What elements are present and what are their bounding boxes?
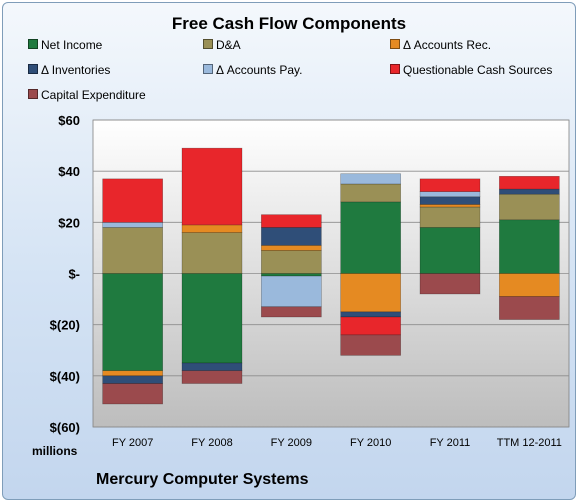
y-tick-label: $(40)	[50, 369, 80, 384]
bar-segment-net-income-fy-2010	[340, 201, 401, 274]
bar-segment-danda-ttm-12-2011	[499, 193, 560, 221]
legend-swatch	[28, 89, 38, 99]
y-tick-label: $(20)	[50, 318, 80, 333]
y-tick-label: $40	[58, 164, 80, 179]
bar-segment-delta-inventories-fy-2010	[340, 311, 401, 318]
bar-segment-capital-expenditure-fy-2007	[102, 383, 163, 405]
bar-segment-net-income-ttm-12-2011	[499, 219, 560, 274]
x-tick-label: FY 2011	[430, 437, 471, 449]
bar-segment-delta-accounts-pay-fy-2007	[102, 222, 163, 228]
y-axis-units-label: millions	[32, 444, 78, 458]
y-tick-label: $(60)	[50, 420, 80, 435]
legend-label: Δ Inventories	[41, 63, 111, 77]
x-tick-label: FY 2008	[191, 437, 232, 449]
bar-segment-net-income-fy-2007	[102, 273, 163, 372]
bar-segment-delta-accounts-pay-fy-2009	[261, 275, 322, 308]
bar-segment-net-income-fy-2009	[261, 273, 322, 277]
bar-segment-delta-inventories-ttm-12-2011	[499, 188, 560, 195]
x-tick-label: TTM 12-2011	[497, 437, 562, 449]
bar-segment-capital-expenditure-fy-2009	[261, 306, 322, 318]
bar-segment-delta-inventories-fy-2007	[102, 375, 163, 384]
bar-segment-delta-accounts-rec-fy-2010	[340, 273, 401, 313]
legend-swatch	[203, 64, 213, 74]
bar-segment-delta-accounts-rec-fy-2008	[181, 224, 243, 233]
legend-item-net-income: Net Income	[28, 38, 102, 52]
legend-swatch	[203, 39, 213, 49]
legend-item-delta-accounts-rec: Δ Accounts Rec.	[390, 38, 491, 52]
legend-label: D&A	[216, 38, 241, 52]
bar-segment-capital-expenditure-fy-2010	[340, 334, 401, 356]
bar-segment-questionable-cash-sources-fy-2011	[419, 178, 481, 192]
bar-segment-net-income-fy-2008	[181, 273, 243, 364]
bar-segment-capital-expenditure-fy-2008	[181, 370, 243, 384]
bar-segment-capital-expenditure-ttm-12-2011	[499, 296, 560, 320]
company-name: Mercury Computer Systems	[96, 471, 309, 488]
bar-segment-danda-fy-2010	[340, 183, 401, 203]
bar-segment-delta-inventories-fy-2008	[181, 362, 243, 372]
legend-label: Δ Accounts Pay.	[216, 63, 303, 77]
x-tick-label: FY 2009	[271, 437, 312, 449]
bar-segment-questionable-cash-sources-fy-2010	[340, 316, 401, 336]
legend-item-delta-accounts-pay: Δ Accounts Pay.	[203, 63, 303, 77]
legend-swatch	[390, 39, 400, 49]
chart-title: Free Cash Flow Components	[171, 14, 407, 33]
bar-segment-delta-inventories-fy-2011	[419, 196, 481, 205]
y-tick-label: $-	[68, 267, 80, 282]
bar-segment-questionable-cash-sources-fy-2007	[102, 178, 163, 223]
bar-segment-danda-fy-2008	[181, 232, 243, 274]
y-tick-label: $60	[58, 113, 80, 128]
bar-segment-questionable-cash-sources-ttm-12-2011	[499, 175, 560, 190]
x-tick-label: FY 2007	[112, 437, 153, 449]
bar-segment-delta-accounts-rec-fy-2009	[261, 245, 322, 251]
legend-item-delta-inventories: Δ Inventories	[28, 63, 110, 77]
y-tick-label: $20	[58, 215, 80, 230]
bar-segment-delta-accounts-rec-fy-2011	[419, 204, 481, 208]
bar-segment-delta-accounts-pay-fy-2010	[340, 173, 401, 185]
legend-item-danda: D&A	[203, 38, 241, 52]
legend-label: Capital Expenditure	[41, 88, 146, 102]
legend-swatch	[28, 64, 38, 74]
bar-segment-delta-inventories-fy-2009	[261, 227, 322, 246]
bar-segment-questionable-cash-sources-fy-2009	[261, 214, 322, 228]
legend-item-questionable-cash-sources: Questionable Cash Sources	[390, 63, 552, 77]
legend-item-capital-expenditure: Capital Expenditure	[28, 88, 146, 102]
bar-segment-danda-fy-2007	[102, 227, 163, 274]
bar-segment-danda-fy-2011	[419, 206, 481, 228]
bar-segment-delta-accounts-rec-ttm-12-2011	[499, 273, 560, 297]
legend-swatch	[28, 39, 38, 49]
bar-segment-delta-accounts-rec-fy-2007	[102, 370, 163, 377]
bar-segment-net-income-fy-2011	[419, 227, 481, 274]
bar-segment-questionable-cash-sources-fy-2008	[181, 147, 243, 226]
bar-segment-delta-accounts-pay-fy-2011	[419, 191, 481, 198]
legend-label: Net Income	[41, 38, 103, 52]
bar-segment-danda-fy-2009	[261, 250, 322, 274]
bar-segment-capital-expenditure-fy-2011	[419, 273, 481, 295]
legend-label: Questionable Cash Sources	[403, 63, 553, 77]
legend-label: Δ Accounts Rec.	[403, 38, 492, 52]
x-tick-label: FY 2010	[350, 437, 391, 449]
legend-swatch	[390, 64, 400, 74]
